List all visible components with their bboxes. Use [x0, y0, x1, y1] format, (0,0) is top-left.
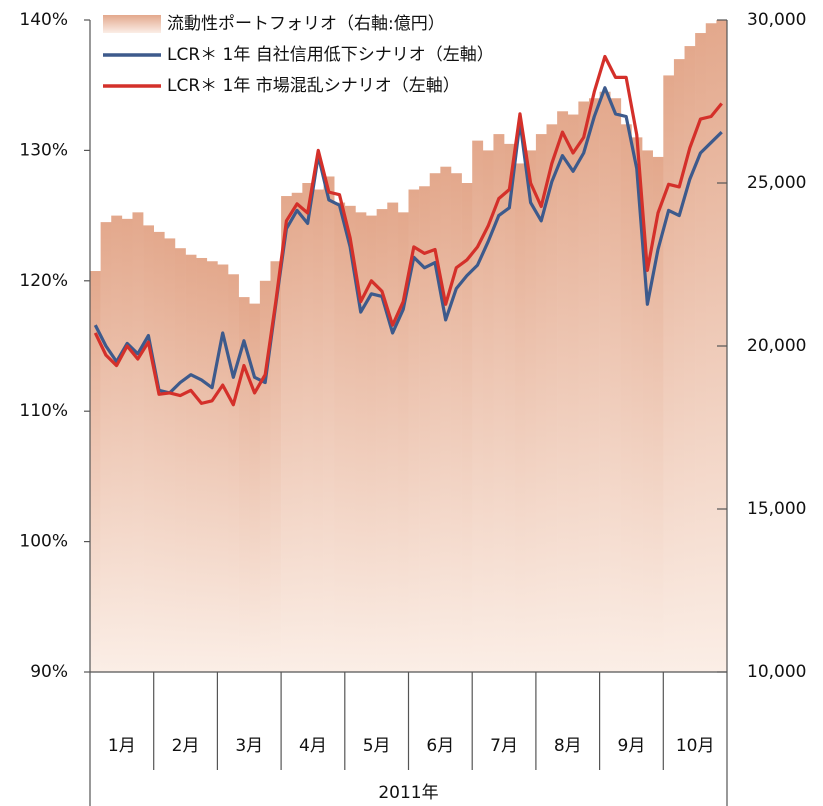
line-series — [93, 86, 723, 395]
bar — [567, 114, 579, 673]
bar — [185, 254, 197, 672]
x-tick-label: 2月 — [172, 736, 200, 756]
x-axis-label: 2011年 — [378, 783, 438, 803]
bar — [206, 261, 218, 672]
y-tick-label: 130% — [19, 140, 68, 160]
bar — [472, 140, 484, 672]
bar — [695, 33, 707, 673]
bar — [557, 111, 569, 672]
bar — [504, 143, 515, 672]
bar — [684, 46, 696, 672]
bar — [440, 166, 452, 672]
x-tick-label: 7月 — [490, 736, 518, 756]
x-tick-label: 10月 — [676, 736, 715, 756]
bar — [174, 248, 186, 672]
y2-tick-label: 20,000 — [747, 336, 806, 356]
bar — [705, 23, 717, 672]
bar — [408, 189, 420, 672]
bar — [588, 98, 600, 673]
line-series — [93, 54, 723, 407]
bar — [259, 280, 271, 672]
y2-tick-label: 25,000 — [747, 173, 806, 193]
bar — [578, 101, 590, 672]
bar — [355, 212, 367, 672]
x-tick-label: 3月 — [235, 736, 263, 756]
legend-label: 流動性ポートフォリオ（右軸:億円） — [167, 14, 445, 34]
bar — [366, 215, 377, 672]
bar — [164, 238, 176, 673]
bar — [249, 303, 261, 672]
bar — [652, 156, 664, 673]
bar — [387, 202, 399, 672]
y-tick-label: 90% — [30, 662, 68, 682]
bar — [673, 59, 685, 673]
bar — [493, 134, 505, 673]
bar — [429, 173, 441, 672]
bar — [270, 261, 282, 672]
y2-tick-label: 10,000 — [747, 662, 806, 682]
bar — [90, 271, 101, 672]
bar — [334, 202, 346, 672]
legend-label: LCR＊ 1年 市場混乱シナリオ（左軸） — [167, 76, 460, 96]
y2-tick-label: 30,000 — [747, 10, 806, 30]
bar — [111, 215, 123, 672]
x-tick-label: 1月 — [108, 736, 136, 756]
bar — [546, 124, 558, 672]
bar — [196, 257, 208, 672]
bar — [514, 163, 526, 672]
bar — [281, 196, 293, 673]
bar — [419, 186, 431, 672]
bar — [153, 231, 165, 672]
x-tick-label: 4月 — [299, 736, 327, 756]
bar — [599, 91, 611, 673]
bar — [610, 98, 622, 673]
bar — [323, 176, 335, 673]
x-tick-label: 5月 — [363, 736, 391, 756]
legend-swatch — [103, 15, 161, 33]
bar — [228, 274, 239, 672]
y2-tick-label: 15,000 — [747, 499, 806, 519]
bar — [376, 209, 388, 672]
bar — [397, 212, 409, 672]
bar — [100, 222, 112, 672]
bar — [143, 225, 154, 672]
bar — [450, 173, 462, 672]
bar — [663, 75, 675, 673]
bar — [525, 150, 537, 672]
bar — [620, 124, 632, 672]
legend-label: LCR＊ 1年 自社信用低下シナリオ（左軸） — [167, 45, 494, 65]
bar — [238, 297, 250, 672]
y-tick-label: 140% — [19, 10, 68, 30]
y-tick-label: 120% — [19, 271, 68, 291]
bar — [291, 192, 303, 672]
bar — [631, 137, 643, 673]
y-tick-label: 100% — [19, 532, 68, 552]
bar — [121, 218, 133, 673]
x-tick-label: 9月 — [618, 736, 646, 756]
bar — [344, 205, 356, 672]
x-tick-label: 6月 — [426, 736, 454, 756]
bar — [642, 150, 653, 672]
y-tick-label: 110% — [19, 401, 68, 421]
x-tick-label: 8月 — [554, 736, 582, 756]
bar — [217, 264, 229, 672]
bar — [312, 189, 324, 672]
bar — [302, 183, 314, 672]
bar — [482, 150, 494, 672]
bar — [461, 183, 473, 672]
bar — [132, 212, 144, 672]
bar — [535, 134, 547, 673]
